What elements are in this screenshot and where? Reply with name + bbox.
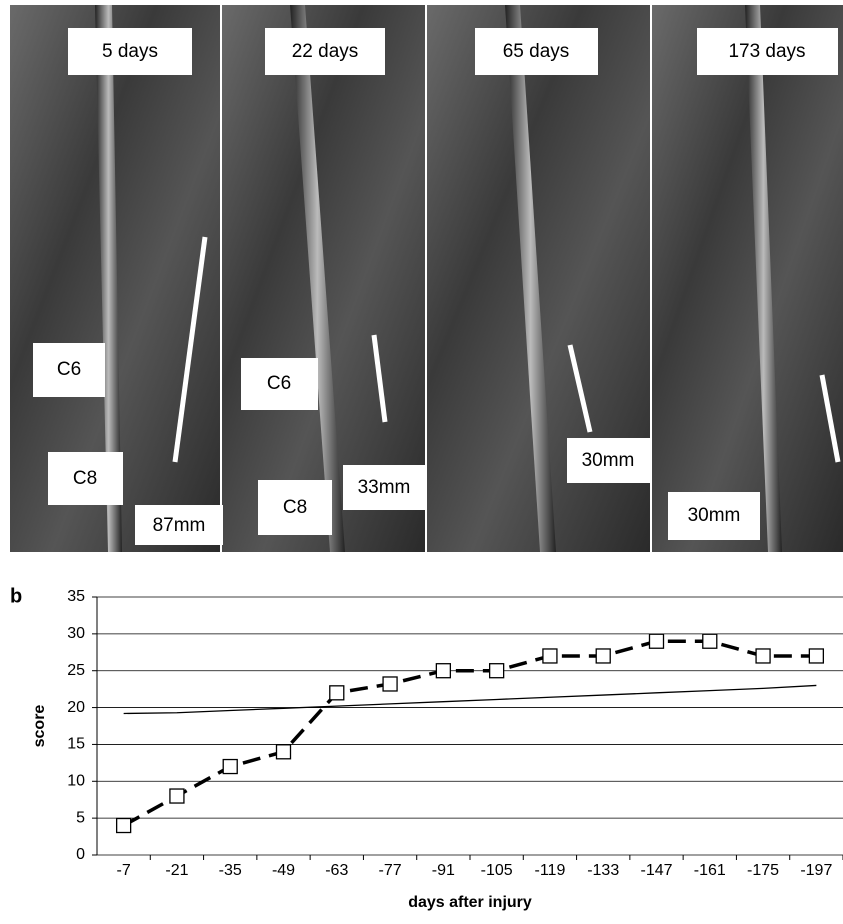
x-tick-label: -7: [117, 862, 131, 879]
length-label: 30mm: [688, 505, 741, 526]
x-tick-label: -133: [587, 862, 619, 879]
y-tick-label: 25: [67, 662, 85, 679]
length-label: 33mm: [358, 477, 411, 498]
caption: 22 days: [292, 41, 359, 62]
length-label: 87mm: [153, 515, 206, 536]
x-tick-label: -91: [432, 862, 455, 879]
x-tick-label: -161: [694, 862, 726, 879]
y-tick-label: 0: [76, 846, 85, 863]
x-tick-label: -35: [219, 862, 242, 879]
panel-label: b: [10, 585, 22, 607]
marker: [330, 686, 344, 700]
x-tick-label: -77: [379, 862, 402, 879]
marker: [490, 664, 504, 678]
y-tick-label: 30: [67, 625, 85, 642]
marker: [223, 760, 237, 774]
x-tick-label: -105: [481, 862, 513, 879]
y-tick-label: 15: [67, 736, 85, 753]
vertebra-label: C6: [57, 359, 81, 380]
mri-image: [652, 5, 843, 552]
marker: [277, 745, 291, 759]
x-tick-label: -49: [272, 862, 295, 879]
caption: 173 days: [728, 41, 805, 62]
marker: [809, 649, 823, 663]
x-tick-label: -197: [800, 862, 832, 879]
x-tick-label: -175: [747, 862, 779, 879]
x-axis-title: days after injury: [408, 894, 532, 911]
y-tick-label: 5: [76, 809, 85, 826]
vertebra-label: C8: [283, 497, 307, 518]
x-tick-label: -63: [325, 862, 348, 879]
marker: [383, 677, 397, 691]
x-tick-label: -147: [640, 862, 672, 879]
length-label: 30mm: [582, 450, 635, 471]
vertebra-label: C8: [73, 468, 97, 489]
y-tick-label: 10: [67, 773, 85, 790]
marker: [117, 819, 131, 833]
caption: 65 days: [503, 41, 570, 62]
caption: 5 days: [102, 41, 158, 62]
y-axis-title: score: [31, 705, 48, 748]
marker: [170, 789, 184, 803]
y-tick-label: 20: [67, 699, 85, 716]
chart: b days after injury score 0 5 10 15 20 25 30 35…: [10, 585, 843, 911]
marker: [650, 634, 664, 648]
marker: [703, 634, 717, 648]
mri-panel: 5 days C6 C8 87mm 22 days C6 C8 33mm 65 …: [10, 5, 843, 552]
series-line: [124, 685, 817, 713]
figure: a 5 days C6 C8 87mm 22 days C6 C8 33mm 6…: [0, 0, 843, 924]
marker: [756, 649, 770, 663]
x-tick-label: -119: [535, 862, 566, 879]
x-tick-label: -21: [165, 862, 188, 879]
marker: [543, 649, 557, 663]
series-line: [124, 641, 817, 825]
marker: [436, 664, 450, 678]
y-tick-label: 35: [67, 588, 85, 605]
marker: [596, 649, 610, 663]
vertebra-label: C6: [267, 373, 291, 394]
